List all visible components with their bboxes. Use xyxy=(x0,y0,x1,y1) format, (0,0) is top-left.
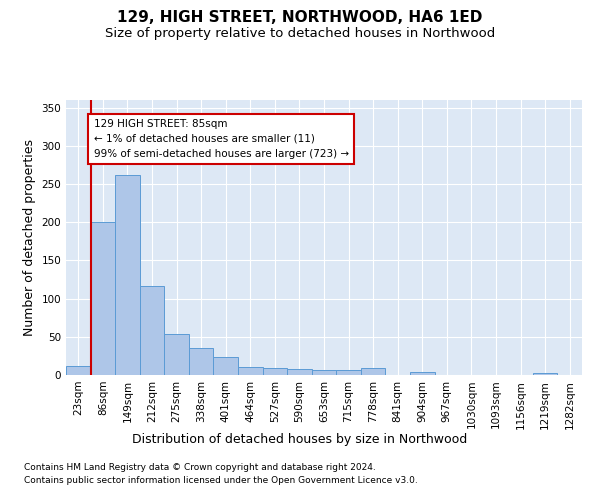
Y-axis label: Number of detached properties: Number of detached properties xyxy=(23,139,36,336)
Bar xyxy=(115,175,140,375)
Text: 129 HIGH STREET: 85sqm
← 1% of detached houses are smaller (11)
99% of semi-deta: 129 HIGH STREET: 85sqm ← 1% of detached … xyxy=(94,119,349,158)
Bar xyxy=(287,369,312,375)
Bar xyxy=(533,372,557,375)
Bar xyxy=(164,334,189,375)
Text: Contains public sector information licensed under the Open Government Licence v3: Contains public sector information licen… xyxy=(24,476,418,485)
Bar xyxy=(189,348,214,375)
Bar xyxy=(410,372,434,375)
Bar xyxy=(140,286,164,375)
Text: Size of property relative to detached houses in Northwood: Size of property relative to detached ho… xyxy=(105,28,495,40)
Bar xyxy=(361,368,385,375)
Text: 129, HIGH STREET, NORTHWOOD, HA6 1ED: 129, HIGH STREET, NORTHWOOD, HA6 1ED xyxy=(118,10,482,25)
Bar xyxy=(312,370,336,375)
Text: Distribution of detached houses by size in Northwood: Distribution of detached houses by size … xyxy=(133,432,467,446)
Bar xyxy=(263,368,287,375)
Bar xyxy=(336,370,361,375)
Bar xyxy=(91,222,115,375)
Text: Contains HM Land Registry data © Crown copyright and database right 2024.: Contains HM Land Registry data © Crown c… xyxy=(24,462,376,471)
Bar xyxy=(238,368,263,375)
Bar xyxy=(214,356,238,375)
Bar xyxy=(66,366,91,375)
